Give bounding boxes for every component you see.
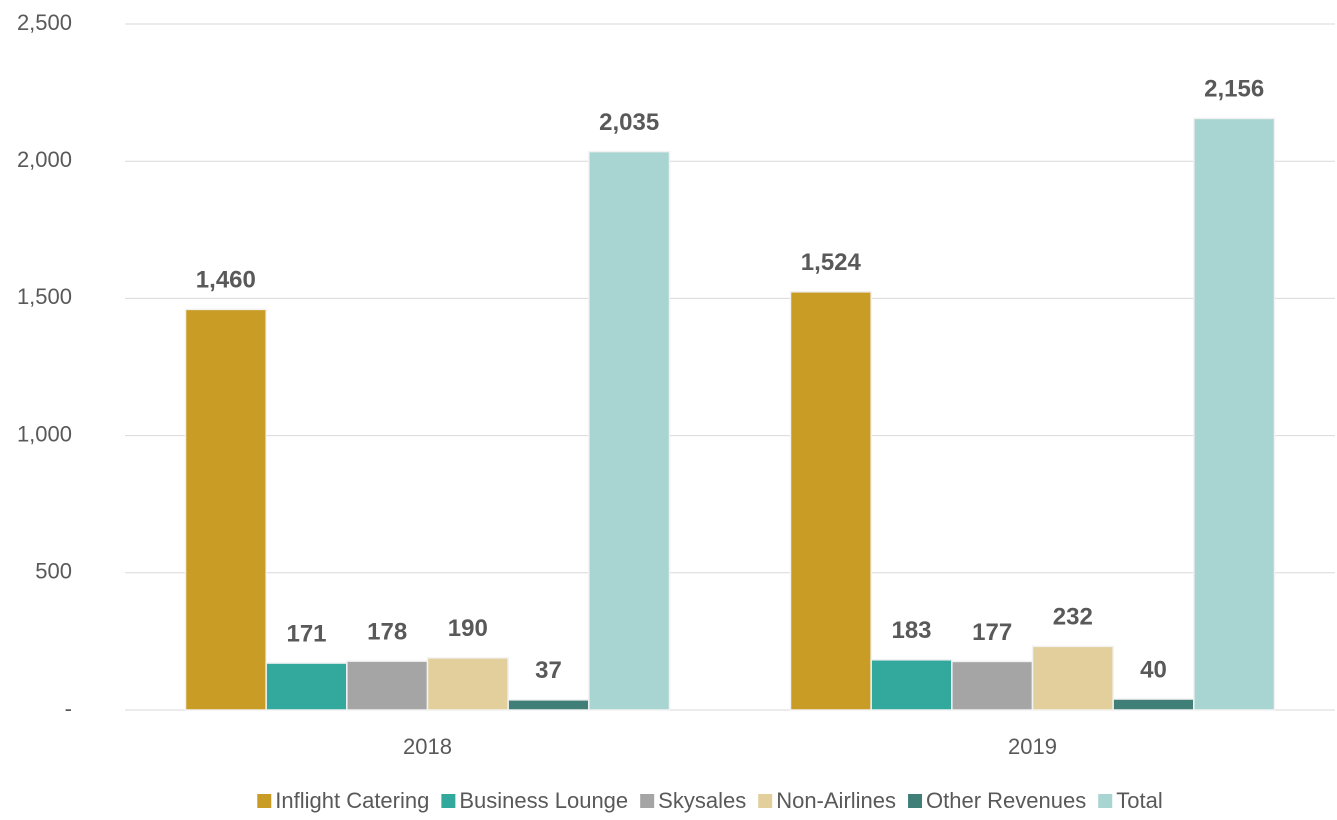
legend-swatch	[441, 794, 456, 808]
bar	[507, 699, 590, 711]
x-tick-label: 2018	[403, 734, 452, 759]
legend-label: Inflight Catering	[275, 788, 429, 813]
legend-label: Business Lounge	[459, 788, 628, 813]
y-tick-label: 2,500	[17, 10, 72, 35]
x-tick-label: 2019	[1008, 734, 1057, 759]
y-tick-label: 2,000	[17, 147, 72, 172]
bar	[588, 150, 671, 711]
legend-swatch	[1098, 794, 1113, 808]
value-label: 2,156	[1204, 76, 1264, 103]
y-tick-label: 1,000	[17, 421, 72, 446]
value-label: 183	[891, 617, 931, 644]
bar	[1031, 645, 1114, 711]
bar	[426, 657, 509, 711]
value-label: 190	[448, 615, 488, 642]
bar	[346, 660, 429, 711]
value-label: 1,524	[801, 249, 862, 276]
bar	[870, 659, 953, 711]
value-label: 1,460	[196, 267, 256, 294]
legend-label: Non-Airlines	[776, 788, 896, 813]
bar	[1112, 698, 1195, 711]
value-label: 2,035	[599, 109, 659, 136]
y-tick-label: -	[65, 696, 72, 721]
legend-label: Other Revenues	[926, 788, 1086, 813]
bar	[265, 662, 348, 711]
value-label: 178	[367, 619, 407, 646]
bar	[789, 291, 872, 711]
legend-swatch	[758, 794, 773, 808]
legend-swatch	[257, 794, 272, 808]
y-tick-label: 1,500	[17, 284, 72, 309]
y-tick-label: 500	[35, 559, 72, 584]
value-label: 171	[286, 620, 326, 647]
bar	[184, 308, 267, 711]
legend-swatch	[640, 794, 655, 808]
value-label: 40	[1140, 656, 1167, 683]
value-label: 37	[535, 657, 562, 684]
value-label: 232	[1053, 604, 1093, 631]
legend-label: Skysales	[658, 788, 746, 813]
bar	[951, 660, 1034, 711]
legend-label: Total	[1116, 788, 1162, 813]
value-label: 177	[972, 619, 1012, 646]
bar	[1193, 117, 1276, 711]
legend-swatch	[908, 794, 923, 808]
